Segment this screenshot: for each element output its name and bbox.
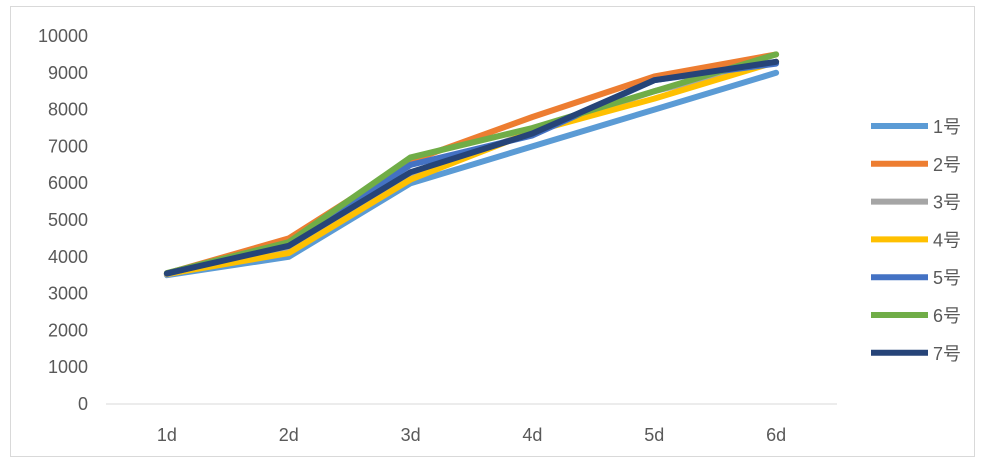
y-tick-label: 9000 (48, 63, 88, 83)
x-tick-label: 5d (644, 425, 664, 445)
line-chart: 0 1000 2000 3000 4000 5000 6000 7000 8000 9000 100… (38, 26, 961, 445)
series-line-6 (163, 51, 780, 276)
legend: 1号 2号 3号 4号 5号 6号 7号 (871, 117, 961, 364)
series-line-3 (163, 58, 780, 278)
x-tick-label: 1d (157, 425, 177, 445)
legend-label: 2号 (933, 155, 961, 175)
series-layer (163, 51, 780, 279)
series-line-4 (163, 58, 780, 278)
y-tick-label: 7000 (48, 136, 88, 156)
y-tick-label: 5000 (48, 210, 88, 230)
series-line-1 (163, 69, 780, 279)
y-tick-label: 10000 (38, 26, 88, 46)
legend-label: 5号 (933, 268, 961, 288)
y-tick-label: 1000 (48, 357, 88, 377)
y-tick-label: 2000 (48, 320, 88, 340)
x-tick-label: 4d (522, 425, 542, 445)
y-tick-label: 4000 (48, 247, 88, 267)
legend-label: 6号 (933, 306, 961, 326)
x-tick-label: 2d (279, 425, 299, 445)
x-tick-label: 3d (401, 425, 421, 445)
y-tick-label: 6000 (48, 173, 88, 193)
y-axis: 0 1000 2000 3000 4000 5000 6000 7000 8000 9000 100… (38, 26, 88, 414)
legend-label: 4号 (933, 230, 961, 250)
legend-label: 7号 (933, 344, 961, 364)
y-tick-label: 8000 (48, 100, 88, 120)
series-line-5 (163, 60, 780, 277)
y-tick-label: 3000 (48, 284, 88, 304)
x-tick-label: 6d (766, 425, 786, 445)
legend-label: 3号 (933, 193, 961, 213)
series-line-7 (163, 58, 780, 277)
legend-label: 1号 (933, 117, 961, 137)
y-tick-label: 0 (78, 394, 88, 414)
chart-frame: 0 1000 2000 3000 4000 5000 6000 7000 8000 9000 100… (10, 6, 975, 457)
x-axis: 1d 2d 3d 4d 5d 6d (106, 403, 837, 445)
